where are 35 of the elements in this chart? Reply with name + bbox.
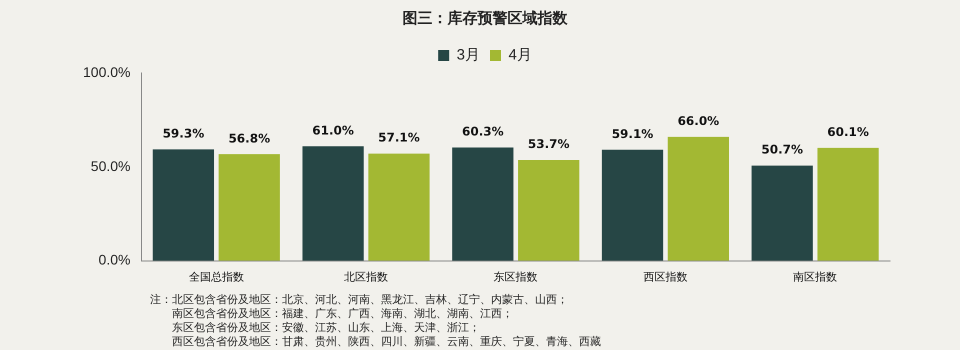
bar — [218, 154, 280, 261]
bar — [518, 160, 580, 261]
bar — [817, 148, 879, 261]
bar — [452, 148, 514, 261]
y-tick-label: 50.0% — [90, 158, 130, 174]
y-tick-label: 0.0% — [98, 252, 130, 268]
x-tick-label: 西区指数 — [643, 271, 688, 284]
text: 西区包含省份及地区：甘肃、贵州、陕西、四川、新疆、云南、重庆、宁夏、青海、西藏 — [171, 335, 601, 349]
bar — [668, 136, 730, 261]
bar — [368, 154, 430, 261]
data-label: 59.1% — [612, 126, 654, 141]
legend-label: 4月 — [508, 46, 532, 64]
data-label: 59.3% — [162, 126, 204, 141]
x-tick-label: 东区指数 — [494, 270, 538, 284]
data-label: 61.0% — [312, 123, 354, 138]
bar — [302, 146, 364, 261]
text: 东区包含省份及地区：安徽、江苏、山东、上海、天津、浙江； — [171, 321, 481, 335]
x-tick-label: 北区指数 — [344, 270, 388, 284]
data-label: 53.7% — [528, 137, 570, 152]
text: 注：北区包含省份及地区：北京、河北、河南、黑龙江、吉林、辽宁、内蒙古、山西； — [150, 293, 569, 307]
y-tick-label: 100.0% — [83, 64, 130, 80]
x-tick-label: 全国总指数 — [188, 270, 244, 284]
text: 南区包含省份及地区：福建、广东、广西、海南、湖北、湖南、江西； — [171, 307, 514, 321]
bar — [752, 166, 813, 261]
data-label: 56.8% — [228, 131, 270, 146]
data-label: 60.3% — [462, 124, 504, 139]
data-label: 66.0% — [678, 114, 720, 128]
bar — [602, 150, 664, 261]
bar — [152, 149, 214, 261]
data-label: 50.7% — [761, 142, 804, 157]
data-label: 57.1% — [378, 130, 420, 145]
data-label: 60.1% — [827, 125, 869, 140]
legend-label: 3月 — [456, 46, 480, 64]
chart-title: 图三：库存预警区域指数 — [402, 8, 568, 27]
x-tick-label: 南区指数 — [793, 270, 838, 284]
